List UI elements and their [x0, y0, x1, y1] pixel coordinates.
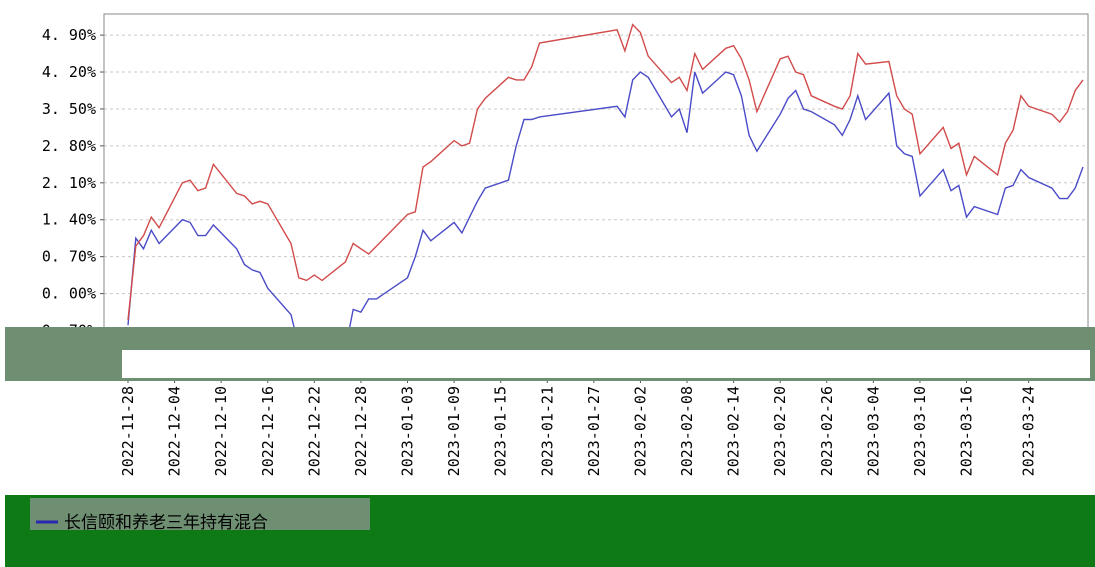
- x-tick-label: 2023-01-03: [399, 386, 417, 476]
- y-tick-label: 4. 20%: [42, 63, 96, 81]
- x-tick-label: 2023-02-02: [631, 386, 649, 476]
- legend: 长信颐和养老三年持有混合: [36, 513, 268, 533]
- x-tick-label: 2023-03-24: [1020, 386, 1038, 476]
- series-line-2: [127, 23, 1084, 321]
- x-axis-ticks: 2022-11-28 2022-12-04 2022-12-10 2022-12-16…: [119, 378, 1038, 476]
- x-tick-label: 2022-12-10: [212, 386, 230, 476]
- y-tick-label: 2. 80%: [42, 137, 96, 155]
- y-tick-label: 1. 40%: [42, 211, 96, 229]
- y-tick-label: 0. 70%: [42, 248, 96, 266]
- x-tick-label: 2023-01-15: [492, 386, 510, 476]
- x-tick-label: 2023-02-26: [818, 386, 836, 476]
- series-lines: [127, 23, 1084, 361]
- y-tick-label: 3. 50%: [42, 100, 96, 118]
- x-tick-label: 2022-12-16: [259, 386, 277, 476]
- legend-backdrop: [30, 498, 370, 530]
- x-tick-label: 2023-02-20: [771, 386, 789, 476]
- x-tick-label: 2023-01-21: [538, 386, 556, 476]
- x-tick-label: 2022-12-04: [166, 386, 184, 476]
- x-tick-label: 2023-03-04: [864, 386, 882, 476]
- x-tick-label: 2023-03-10: [911, 386, 929, 476]
- x-tick-label: 2023-02-14: [725, 386, 743, 476]
- x-tick-label: 2023-02-08: [678, 386, 696, 476]
- y-axis-ticks: -1. 40%-0. 70%0. 00%0. 70%1. 40%2. 10%2.…: [33, 26, 104, 376]
- y-tick-label: 2. 10%: [42, 174, 96, 192]
- x-tick-label: 2023-01-09: [445, 386, 463, 476]
- x-tick-label: 2022-11-28: [119, 386, 137, 476]
- x-tick-label: 2022-12-28: [352, 386, 370, 476]
- y-tick-label: 0. 00%: [42, 285, 96, 303]
- legend-label-series-1: 长信颐和养老三年持有混合: [64, 513, 268, 533]
- x-tick-label: 2023-01-27: [585, 386, 603, 476]
- y-tick-label: 4. 90%: [42, 26, 96, 44]
- series-line-1: [127, 71, 1084, 361]
- x-tick-label: 2023-03-16: [958, 386, 976, 476]
- x-tick-label: 2022-12-22: [305, 386, 323, 476]
- glitch-band-inner: [122, 350, 1090, 378]
